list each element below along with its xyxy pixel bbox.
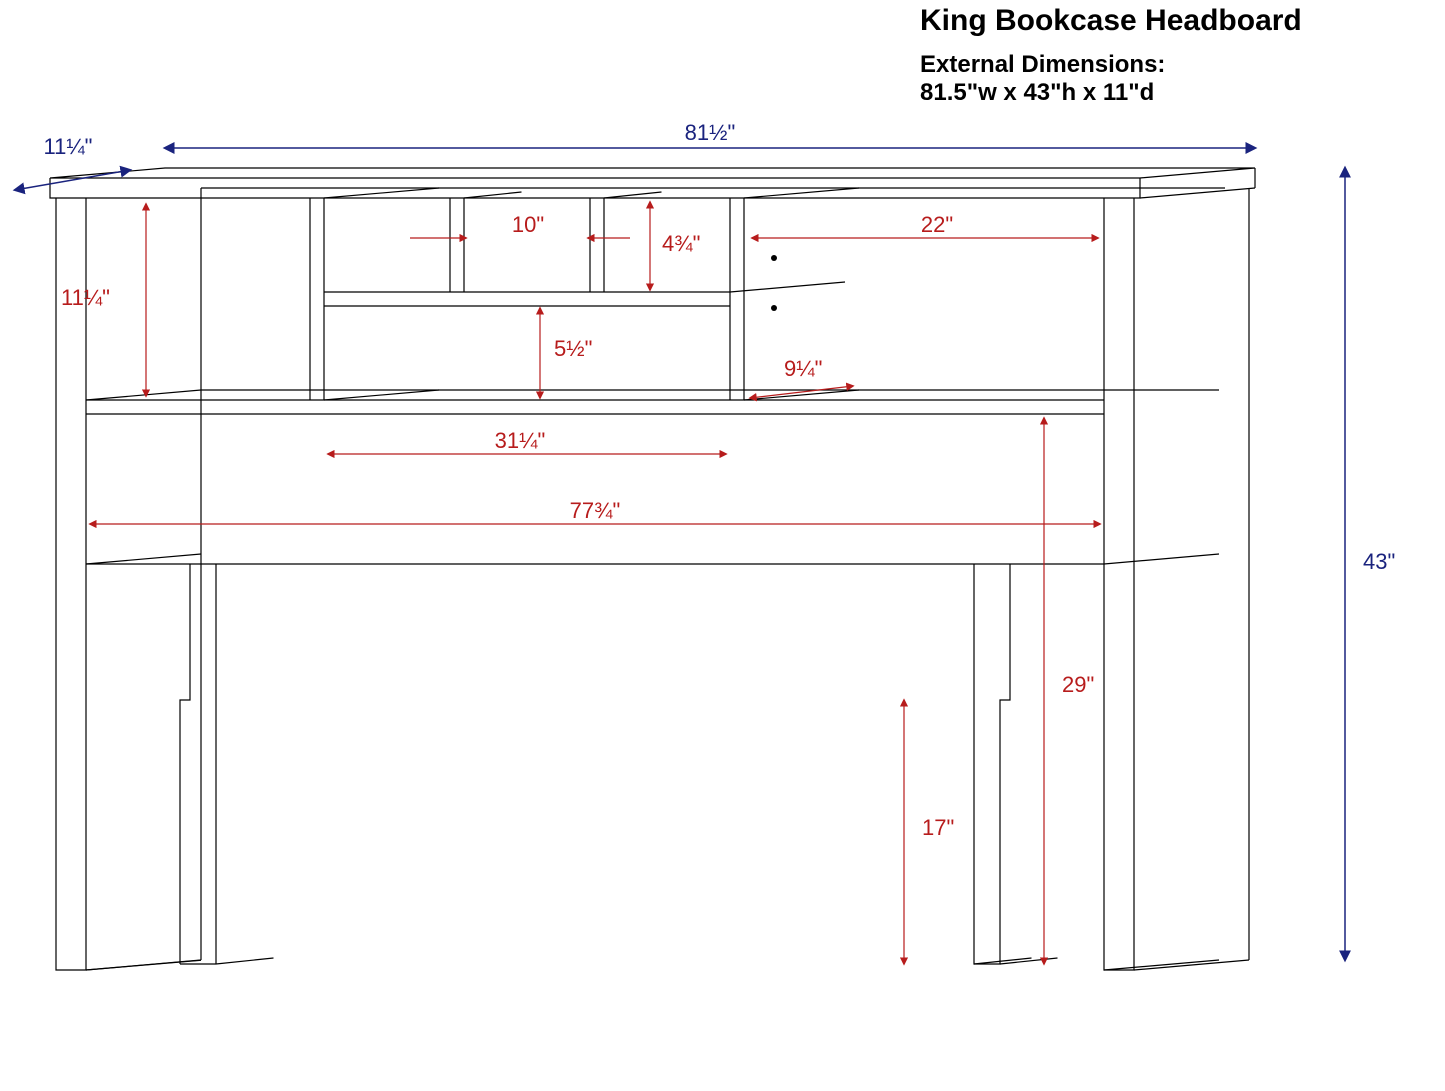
svg-text:9¼": 9¼" (784, 356, 822, 381)
svg-text:43": 43" (1363, 549, 1395, 574)
title-text: King Bookcase Headboard (920, 4, 1302, 37)
subtitle-line1: External Dimensions: (920, 51, 1165, 78)
svg-text:31¼": 31¼" (495, 428, 546, 453)
diagram-svg: King Bookcase Headboard External Dimensi… (0, 0, 1445, 1091)
svg-text:10": 10" (512, 212, 544, 237)
svg-text:81½": 81½" (685, 120, 736, 145)
svg-text:5½": 5½" (554, 336, 592, 361)
svg-text:4¾": 4¾" (662, 231, 700, 256)
subtitle-line2: 81.5"w x 43"h x 11"d (920, 79, 1154, 106)
svg-text:11¼": 11¼" (44, 134, 93, 159)
svg-text:11¼": 11¼" (61, 285, 110, 310)
svg-text:22": 22" (921, 212, 953, 237)
svg-text:77¾": 77¾" (570, 498, 621, 523)
svg-text:29": 29" (1062, 672, 1094, 697)
svg-text:17": 17" (922, 815, 954, 840)
headboard-outline (50, 168, 1255, 970)
dimension-lines: 81½" 11¼" 43" 11¼" 10" 4¾" 5½" 9¼" 22" 31¼" 77¾" 29… (15, 120, 1395, 964)
